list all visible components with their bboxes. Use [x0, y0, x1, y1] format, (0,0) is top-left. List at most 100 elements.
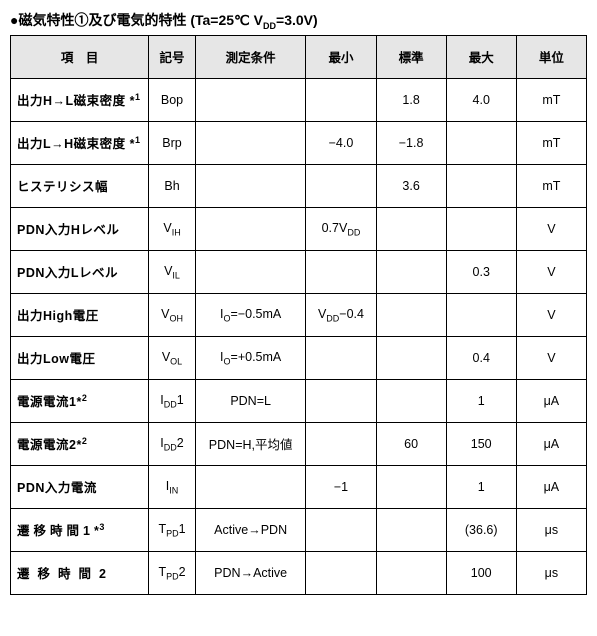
cell-max: 0.3 — [446, 250, 516, 293]
cell-typ: 60 — [376, 422, 446, 465]
cell-cond — [195, 207, 306, 250]
cell-typ: −1.8 — [376, 121, 446, 164]
hdr-max: 最大 — [446, 35, 516, 78]
cell-symbol: TPD1 — [149, 508, 196, 551]
cell-cond: IO=+0.5mA — [195, 336, 306, 379]
hdr-unit: 単位 — [516, 35, 586, 78]
cell-cond: PDN=L — [195, 379, 306, 422]
cell-param: 出力L→H磁束密度 *1 — [11, 121, 149, 164]
cell-min — [306, 508, 376, 551]
cell-symbol: VOL — [149, 336, 196, 379]
cell-param: 電源電流2*2 — [11, 422, 149, 465]
cell-cond — [195, 164, 306, 207]
cell-typ — [376, 465, 446, 508]
cell-typ — [376, 379, 446, 422]
table-row: 出力High電圧VOHIO=−0.5mAVDD−0.4 V — [11, 293, 587, 336]
cell-symbol: Bop — [149, 78, 196, 121]
cell-min: VDD−0.4 — [306, 293, 376, 336]
cell-min — [306, 422, 376, 465]
cell-typ: 3.6 — [376, 164, 446, 207]
cell-min: −1 — [306, 465, 376, 508]
table-row: 出力H→L磁束密度 *1Bop 1.84.0mT — [11, 78, 587, 121]
cell-symbol: VOH — [149, 293, 196, 336]
cell-param: ヒステリシス幅 — [11, 164, 149, 207]
cell-typ — [376, 250, 446, 293]
cell-cond: PDN=H,平均値 — [195, 422, 306, 465]
cell-min — [306, 250, 376, 293]
cell-cond — [195, 121, 306, 164]
table-row: PDN入力電流IIN −1 1μA — [11, 465, 587, 508]
cell-cond — [195, 78, 306, 121]
cell-symbol: IIN — [149, 465, 196, 508]
spec-table: 項 目 記号 測定条件 最小 標準 最大 単位 出力H→L磁束密度 *1Bop 1… — [10, 35, 587, 595]
cell-max: 1 — [446, 465, 516, 508]
cell-typ — [376, 293, 446, 336]
cell-param: 電源電流1*2 — [11, 379, 149, 422]
cell-max: 4.0 — [446, 78, 516, 121]
cell-unit: μA — [516, 465, 586, 508]
hdr-symbol: 記号 — [149, 35, 196, 78]
cell-cond — [195, 250, 306, 293]
cell-unit: μs — [516, 508, 586, 551]
cell-unit: μA — [516, 379, 586, 422]
cell-typ — [376, 551, 446, 594]
cell-min — [306, 379, 376, 422]
cell-param: 出力H→L磁束密度 *1 — [11, 78, 149, 121]
cell-unit: μA — [516, 422, 586, 465]
cell-max — [446, 164, 516, 207]
table-row: 電源電流1*2IDD1PDN=L 1μA — [11, 379, 587, 422]
cell-param: 出力High電圧 — [11, 293, 149, 336]
cell-unit: mT — [516, 164, 586, 207]
cell-param: 遷移時間1*3 — [11, 508, 149, 551]
cell-typ: 1.8 — [376, 78, 446, 121]
table-row: ヒステリシス幅Bh 3.6 mT — [11, 164, 587, 207]
cell-symbol: VIH — [149, 207, 196, 250]
hdr-cond: 測定条件 — [195, 35, 306, 78]
cell-param: PDN入力電流 — [11, 465, 149, 508]
cell-param: PDN入力Lレベル — [11, 250, 149, 293]
cell-min — [306, 336, 376, 379]
table-row: 遷移時間1*3TPD1Active→PDN (36.6)μs — [11, 508, 587, 551]
cell-max: (36.6) — [446, 508, 516, 551]
hdr-typ: 標準 — [376, 35, 446, 78]
cell-max: 1 — [446, 379, 516, 422]
cell-symbol: VIL — [149, 250, 196, 293]
cell-symbol: IDD1 — [149, 379, 196, 422]
cell-max: 150 — [446, 422, 516, 465]
cell-unit: μs — [516, 551, 586, 594]
table-row: 遷移時間2TPD2PDN→Active 100μs — [11, 551, 587, 594]
cell-param: 遷移時間2 — [11, 551, 149, 594]
cell-min — [306, 164, 376, 207]
cell-max: 0.4 — [446, 336, 516, 379]
table-row: 電源電流2*2IDD2PDN=H,平均値 60150μA — [11, 422, 587, 465]
cell-min: 0.7VDD — [306, 207, 376, 250]
table-title: ●磁気特性①及び電気的特性 (Ta=25℃ VDD=3.0V) — [10, 10, 587, 31]
cell-cond: IO=−0.5mA — [195, 293, 306, 336]
cell-unit: mT — [516, 78, 586, 121]
table-row: 出力Low電圧VOLIO=+0.5mA 0.4V — [11, 336, 587, 379]
cell-param: 出力Low電圧 — [11, 336, 149, 379]
cell-symbol: Bh — [149, 164, 196, 207]
cell-symbol: TPD2 — [149, 551, 196, 594]
table-row: 出力L→H磁束密度 *1Brp−4.0−1.8mT — [11, 121, 587, 164]
cell-max — [446, 293, 516, 336]
cell-min — [306, 551, 376, 594]
cell-symbol: IDD2 — [149, 422, 196, 465]
cell-max: 100 — [446, 551, 516, 594]
cell-cond — [195, 465, 306, 508]
hdr-param: 項 目 — [11, 35, 149, 78]
cell-max — [446, 207, 516, 250]
cell-typ — [376, 207, 446, 250]
cell-min: −4.0 — [306, 121, 376, 164]
cell-max — [446, 121, 516, 164]
cell-unit: mT — [516, 121, 586, 164]
hdr-min: 最小 — [306, 35, 376, 78]
cell-cond: Active→PDN — [195, 508, 306, 551]
cell-unit: V — [516, 250, 586, 293]
header-row: 項 目 記号 測定条件 最小 標準 最大 単位 — [11, 35, 587, 78]
cell-typ — [376, 336, 446, 379]
cell-unit: V — [516, 336, 586, 379]
cell-param: PDN入力Hレベル — [11, 207, 149, 250]
cell-cond: PDN→Active — [195, 551, 306, 594]
cell-unit: V — [516, 293, 586, 336]
